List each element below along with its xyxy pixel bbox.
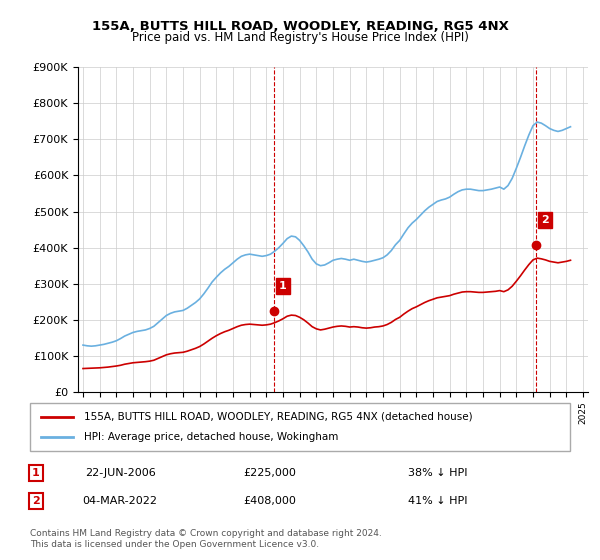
Text: 2: 2 [32,496,40,506]
Text: Price paid vs. HM Land Registry's House Price Index (HPI): Price paid vs. HM Land Registry's House … [131,31,469,44]
Text: 1: 1 [32,468,40,478]
Text: 2: 2 [541,215,548,225]
Text: 38% ↓ HPI: 38% ↓ HPI [408,468,467,478]
Text: HPI: Average price, detached house, Wokingham: HPI: Average price, detached house, Woki… [84,432,338,442]
Text: 22-JUN-2006: 22-JUN-2006 [85,468,155,478]
Text: 1: 1 [279,281,287,291]
FancyBboxPatch shape [30,403,570,451]
Text: 2: 2 [32,496,40,506]
Text: 155A, BUTTS HILL ROAD, WOODLEY, READING, RG5 4NX (detached house): 155A, BUTTS HILL ROAD, WOODLEY, READING,… [84,412,473,422]
Text: £408,000: £408,000 [244,496,296,506]
Text: 41% ↓ HPI: 41% ↓ HPI [408,496,467,506]
Text: Contains HM Land Registry data © Crown copyright and database right 2024.
This d: Contains HM Land Registry data © Crown c… [30,529,382,549]
Text: 04-MAR-2022: 04-MAR-2022 [83,496,157,506]
Text: 1: 1 [32,468,40,478]
Text: 155A, BUTTS HILL ROAD, WOODLEY, READING, RG5 4NX: 155A, BUTTS HILL ROAD, WOODLEY, READING,… [92,20,508,32]
Text: £225,000: £225,000 [244,468,296,478]
